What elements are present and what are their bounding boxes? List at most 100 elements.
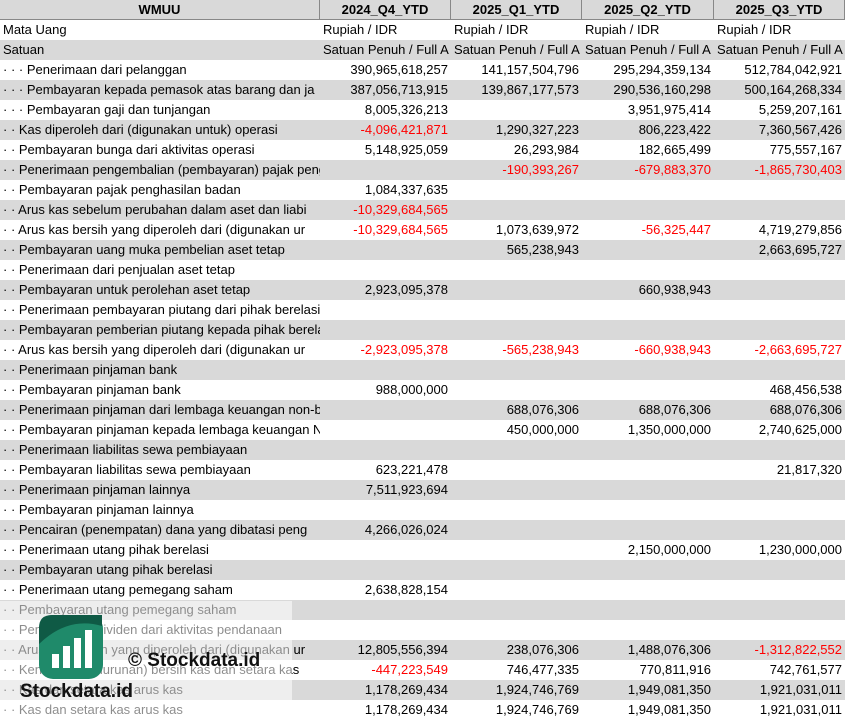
cell-value: 1,488,076,306: [627, 642, 711, 657]
cell-value: -10,329,684,565: [353, 202, 448, 217]
cell-value: -10,329,684,565: [353, 222, 448, 237]
cell-value: 2,663,695,727: [758, 242, 842, 257]
table-row: · · Pembayaran pinjaman lainnya: [0, 500, 845, 520]
cell-value: 988,000,000: [375, 382, 448, 397]
cell-value: 806,223,422: [638, 122, 711, 137]
watermark-brand: Stockdata.id: [20, 681, 133, 702]
cell-value: -190,393,267: [502, 162, 579, 177]
cell-value: -2,663,695,727: [754, 342, 842, 357]
table-row: · · · Penerimaan dari pelanggan 390,965,6…: [0, 60, 845, 80]
cell-value: 5,259,207,161: [758, 102, 842, 117]
table-row: · · Pembayaran pinjaman kepada lembaga k…: [0, 420, 845, 440]
row-label: · · Penerimaan liabilitas sewa pembiayaa…: [3, 442, 248, 457]
cell-value: Rupiah / IDR: [454, 22, 529, 37]
column-header: 2025_Q2_YTD: [582, 0, 714, 20]
cell-value: 742,761,577: [769, 662, 842, 677]
cell-value: -1,865,730,403: [754, 162, 842, 177]
cell-value: 290,536,160,298: [613, 82, 711, 97]
header-row: WMUU 2024_Q4_YTD 2025_Q1_YTD 2025_Q2_YTD 202…: [0, 0, 845, 20]
table-row: · · Penerimaan pembayaran piutang dari p…: [0, 300, 845, 320]
cell-value: -679,883,370: [634, 162, 711, 177]
column-header: WMUU: [0, 0, 320, 20]
table-row: · · Pencairan (penempatan) dana yang dib…: [0, 520, 845, 540]
cell-value: Satuan Penuh / Full A: [454, 42, 580, 57]
cell-value: 660,938,943: [638, 282, 711, 297]
cell-value: 2,923,095,378: [364, 282, 448, 297]
row-label: · · Pembayaran uang muka pembelian aset …: [3, 242, 285, 257]
cell-value: -4,096,421,871: [360, 122, 448, 137]
cell-value: 7,511,923,694: [365, 482, 448, 497]
cell-value: 1,924,746,769: [495, 702, 579, 717]
cell-value: 623,221,478: [375, 462, 448, 477]
cell-value: 1,230,000,000: [758, 542, 842, 557]
row-label: · · Pembayaran pinjaman kepada lembaga k…: [3, 422, 320, 437]
table-row: Mata Uang Rupiah / IDR Rupiah / IDR Rupiah …: [0, 20, 845, 40]
row-label: · · Penerimaan pinjaman lainnya: [3, 482, 191, 497]
cell-value: 12,805,556,394: [357, 642, 448, 657]
row-label: · · Pembayaran untuk perolehan aset teta…: [3, 282, 251, 297]
row-label: Satuan: [3, 42, 45, 57]
cell-value: 8,005,326,213: [364, 102, 448, 117]
cell-value: 565,238,943: [506, 242, 579, 257]
row-label: · · Pencairan (penempatan) dana yang dib…: [3, 522, 308, 537]
cell-value: 450,000,000: [506, 422, 579, 437]
table-row: · · · Pembayaran kepada pemasok atas bar…: [0, 80, 845, 100]
cell-value: 1,949,081,350: [627, 682, 711, 697]
row-label: · · Pembayaran bunga dari aktivitas oper…: [3, 142, 255, 157]
cell-value: 688,076,306: [769, 402, 842, 417]
table-row: · · Pembayaran untuk perolehan aset teta…: [0, 280, 845, 300]
cell-value: Rupiah / IDR: [323, 22, 398, 37]
table-row: · · Arus kas bersih yang diperoleh dari …: [0, 220, 845, 240]
row-label: · · Penerimaan utang pihak berelasi: [3, 542, 209, 557]
row-label: · · Penerimaan pinjaman dari lembaga keu…: [3, 402, 320, 417]
table-row: · · Penerimaan dari penjualan aset tetap: [0, 260, 845, 280]
row-label: · · Pembayaran pajak penghasilan badan: [3, 182, 241, 197]
watermark-logo: [39, 615, 103, 679]
cell-value: 387,056,713,915: [350, 82, 448, 97]
cell-value: 21,817,320: [776, 462, 842, 477]
cell-value: 1,921,031,011: [759, 682, 842, 697]
cell-value: 3,951,975,414: [627, 102, 711, 117]
table-row: · · Penerimaan pinjaman bank: [0, 360, 845, 380]
table-row: · · Penerimaan pengembalian (pembayaran)…: [0, 160, 845, 180]
table-row: · · Pembayaran bunga dari aktivitas oper…: [0, 140, 845, 160]
cell-value: 2,740,625,000: [758, 422, 842, 437]
cell-value: 1,350,000,000: [627, 422, 711, 437]
cell-value: 182,665,499: [638, 142, 711, 157]
row-label: · · Penerimaan pengembalian (pembayaran)…: [3, 162, 320, 177]
row-label: · · Pembayaran utang pihak berelasi: [3, 562, 213, 577]
column-header: 2025_Q3_YTD: [714, 0, 845, 20]
cell-value: 26,293,984: [513, 142, 579, 157]
cell-value: 1,178,269,434: [364, 702, 448, 717]
cell-value: Rupiah / IDR: [585, 22, 660, 37]
table-row: · · Arus kas sebelum perubahan dalam ase…: [0, 200, 845, 220]
row-label: · · · Pembayaran kepada pemasok atas bar…: [3, 82, 315, 97]
cell-value: 4,719,279,856: [758, 222, 842, 237]
cell-value: 770,811,916: [639, 662, 711, 677]
row-label: · · Pembayaran liabilitas sewa pembiayaa…: [3, 462, 251, 477]
cell-value: 141,157,504,796: [481, 62, 579, 77]
cell-value: Satuan Penuh / Full A: [717, 42, 843, 57]
table-row: · · Pembayaran pajak penghasilan badan 1,…: [0, 180, 845, 200]
table-row: · · Pembayaran pinjaman bank 988,000,000 4…: [0, 380, 845, 400]
cell-value: -565,238,943: [502, 342, 579, 357]
row-label: · · Pembayaran pemberian piutang kepada …: [3, 322, 320, 337]
cell-value: 390,965,618,257: [350, 62, 448, 77]
cell-value: 1,084,337,635: [364, 182, 448, 197]
row-label: · · Pembayaran pinjaman lainnya: [3, 502, 194, 517]
table-row: · · Penerimaan liabilitas sewa pembiayaa…: [0, 440, 845, 460]
table-row: · · Kas diperoleh dari (digunakan untuk)…: [0, 120, 845, 140]
cell-value: 238,076,306: [506, 642, 579, 657]
cell-value: 746,477,335: [506, 662, 579, 677]
cell-value: 2,150,000,000: [627, 542, 711, 557]
cell-value: -660,938,943: [634, 342, 711, 357]
cell-value: 139,867,177,573: [481, 82, 579, 97]
cell-value: 5,148,925,059: [364, 142, 448, 157]
cell-value: Rupiah / IDR: [717, 22, 792, 37]
table-row: · · Pembayaran liabilitas sewa pembiayaa…: [0, 460, 845, 480]
table-row: · · Pembayaran utang pihak berelasi: [0, 560, 845, 580]
cell-value: Satuan Penuh / Full A: [585, 42, 711, 57]
row-label: · · Penerimaan utang pemegang saham: [3, 582, 233, 597]
row-label: · · Kas diperoleh dari (digunakan untuk)…: [3, 122, 278, 137]
